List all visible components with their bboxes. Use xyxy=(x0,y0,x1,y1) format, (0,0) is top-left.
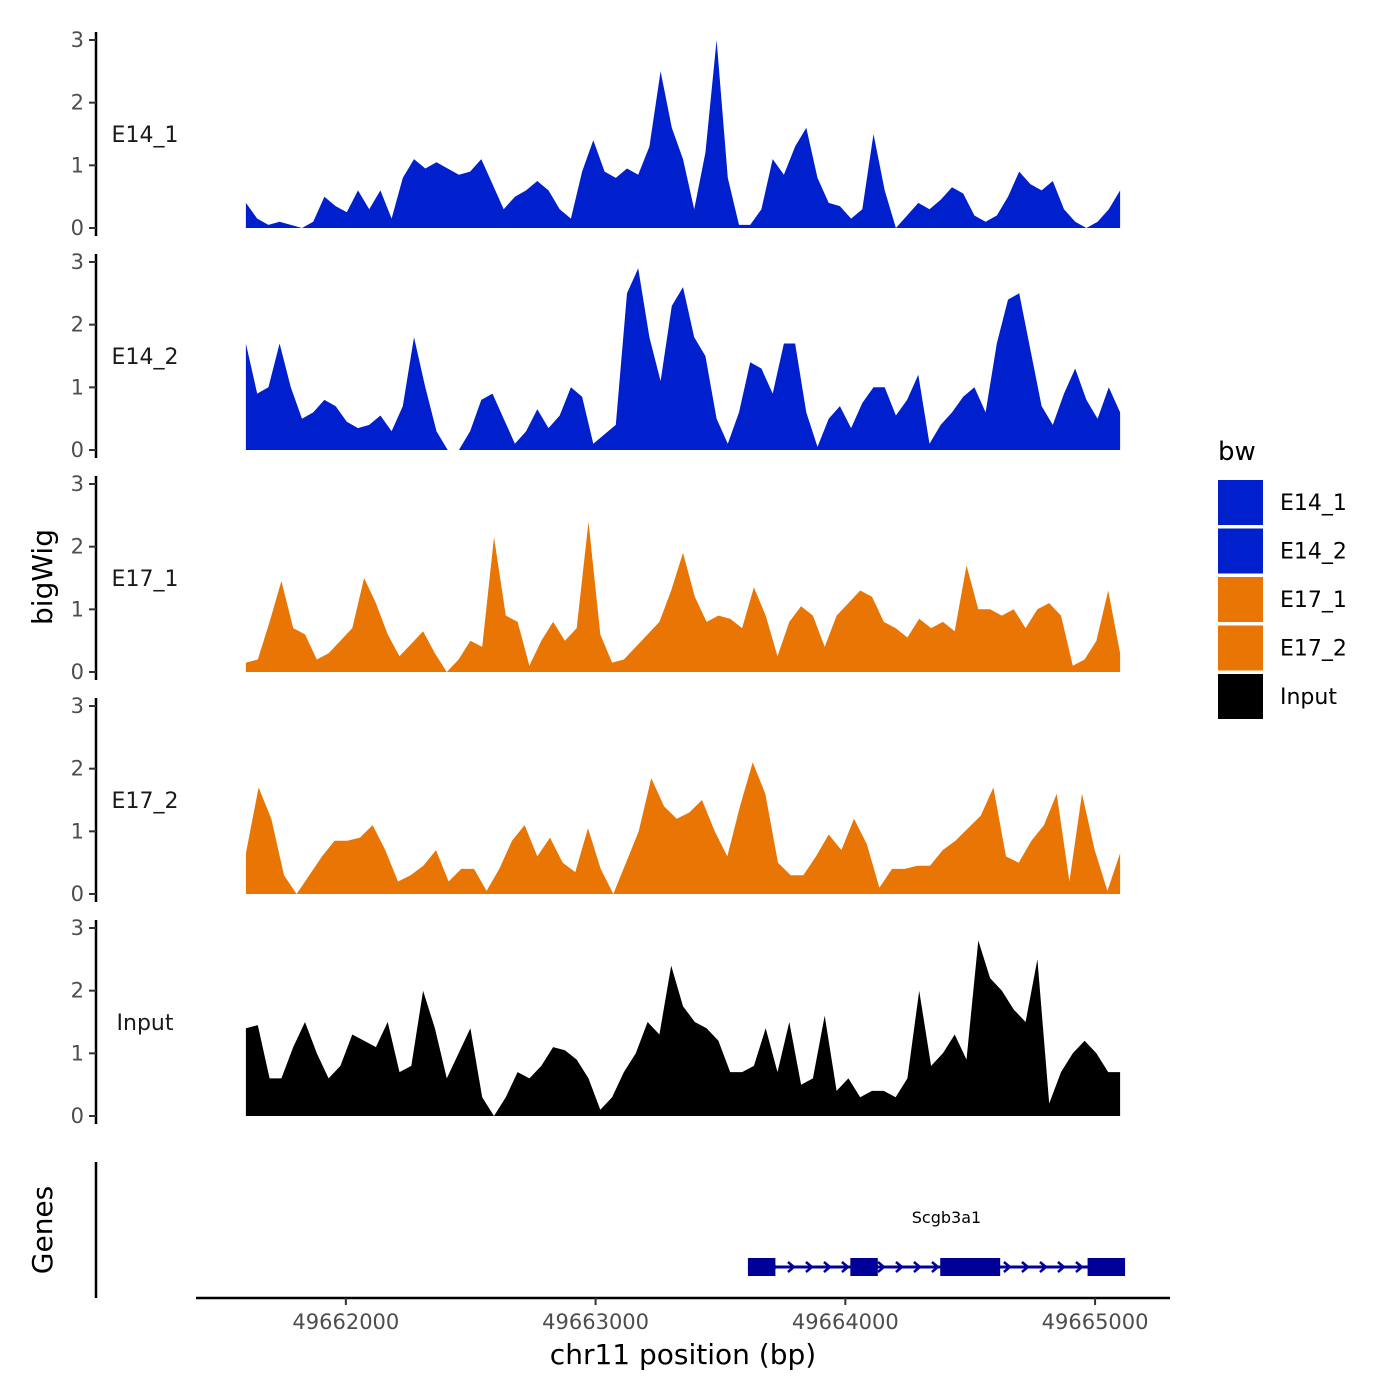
legend-item-E17_1: E17_1 xyxy=(1218,577,1347,622)
legend-item-E14_2: E14_2 xyxy=(1218,528,1347,574)
legend-swatch xyxy=(1218,577,1263,622)
y-tick-label: 1 xyxy=(71,819,84,843)
track-E17_2: 0 1 2 3 E17_2 xyxy=(71,694,1121,906)
x-tick-label: 49665000 xyxy=(1042,1310,1149,1334)
track-E14_1: 0 1 2 3 E14_1 xyxy=(71,28,1121,240)
signal-area-E14_1 xyxy=(245,40,1121,228)
y-tick-label: 1 xyxy=(71,375,84,399)
signal-area-E17_1 xyxy=(245,521,1121,672)
legend-item-E17_2: E17_2 xyxy=(1218,625,1347,671)
genes-panel: Genes Scgb3a1 xyxy=(26,1162,1126,1298)
track-Input: 0 1 2 3 Input xyxy=(71,916,1121,1128)
y-tick-label: 1 xyxy=(71,153,84,177)
y-tick-label: 2 xyxy=(71,313,84,337)
y-tick-label: 3 xyxy=(71,250,84,274)
y-tick-label: 0 xyxy=(71,1104,84,1128)
legend-title: bw xyxy=(1218,437,1256,467)
y-tick-label: 3 xyxy=(71,28,84,52)
genes-panel-title: Genes xyxy=(26,1186,59,1274)
strand-arrow xyxy=(1021,1261,1030,1273)
signal-area-Input xyxy=(245,940,1121,1116)
strand-arrow xyxy=(1003,1261,1012,1273)
y-axis-title: bigWig xyxy=(26,529,59,625)
signal-area-E17_2 xyxy=(245,762,1121,894)
x-axis-ticks: 49662000 49663000 49664000 49665000 xyxy=(292,1298,1149,1334)
strand-arrow xyxy=(823,1261,832,1273)
y-tick-label: 0 xyxy=(71,438,84,462)
track-label-E14_1: E14_1 xyxy=(112,123,179,148)
track-label-Input: Input xyxy=(117,1011,174,1036)
track-label-E14_2: E14_2 xyxy=(112,345,179,370)
track-label-E17_1: E17_1 xyxy=(112,567,179,592)
signal-area-E14_2 xyxy=(245,268,1121,450)
strand-arrow xyxy=(1075,1261,1084,1273)
gene-exon xyxy=(940,1258,1001,1276)
strand-arrow xyxy=(1039,1261,1048,1273)
strand-arrow xyxy=(787,1261,796,1273)
strand-arrow xyxy=(913,1261,922,1273)
legend-label: E14_1 xyxy=(1280,491,1347,516)
y-tick-label: 0 xyxy=(71,882,84,906)
legend-label: E14_2 xyxy=(1280,540,1347,565)
x-tick-label: 49663000 xyxy=(542,1310,649,1334)
track-label-E17_2: E17_2 xyxy=(112,789,179,814)
y-tick-label: 0 xyxy=(71,660,84,684)
x-tick-label: 49662000 xyxy=(292,1310,399,1334)
gene-exon xyxy=(747,1258,776,1276)
gene-model: Scgb3a1 xyxy=(747,1208,1126,1276)
y-tick-label: 3 xyxy=(71,472,84,496)
legend-label: Input xyxy=(1280,685,1337,710)
y-tick-label: 2 xyxy=(71,91,84,115)
x-axis-title: chr11 position (bp) xyxy=(550,1338,816,1371)
strand-arrow xyxy=(931,1261,940,1273)
legend: bw E14_1 E14_2 E17_1 E17_2 Input xyxy=(1218,437,1347,719)
strand-arrow xyxy=(877,1261,886,1273)
strand-arrow xyxy=(895,1261,904,1273)
x-tick-label: 49664000 xyxy=(792,1310,899,1334)
legend-label: E17_2 xyxy=(1280,637,1347,662)
legend-swatch xyxy=(1218,528,1263,574)
legend-item-Input: Input xyxy=(1218,674,1337,719)
legend-swatch xyxy=(1218,625,1263,671)
gene-exon xyxy=(850,1258,878,1276)
y-tick-label: 1 xyxy=(71,597,84,621)
strand-arrow xyxy=(1057,1261,1066,1273)
legend-swatch xyxy=(1218,674,1263,719)
track-E14_2: 0 1 2 3 E14_2 xyxy=(71,250,1121,462)
legend-items: E14_1 E14_2 E17_1 E17_2 Input xyxy=(1218,480,1347,719)
legend-label: E17_1 xyxy=(1280,588,1347,613)
y-tick-label: 2 xyxy=(71,535,84,559)
tracks-layer: 0 1 2 3 E14_1 0 1 2 3 E14_2 0 1 2 3 E17_1 0 1 2 3 E17_2 0 1 2 3… xyxy=(71,28,1121,1128)
y-tick-label: 3 xyxy=(71,694,84,718)
track-E17_1: 0 1 2 3 E17_1 xyxy=(71,472,1121,684)
y-tick-label: 0 xyxy=(71,216,84,240)
gene-name-label: Scgb3a1 xyxy=(912,1208,981,1227)
strand-arrow xyxy=(805,1261,814,1273)
legend-item-E14_1: E14_1 xyxy=(1218,480,1347,525)
strand-arrow xyxy=(841,1261,850,1273)
legend-swatch xyxy=(1218,480,1263,525)
y-tick-label: 1 xyxy=(71,1041,84,1065)
y-tick-label: 2 xyxy=(71,979,84,1003)
y-tick-label: 2 xyxy=(71,757,84,781)
gene-exon xyxy=(1087,1258,1126,1276)
x-axis: 49662000 49663000 49664000 49665000 chr11 p… xyxy=(196,1296,1170,1371)
y-tick-label: 3 xyxy=(71,916,84,940)
